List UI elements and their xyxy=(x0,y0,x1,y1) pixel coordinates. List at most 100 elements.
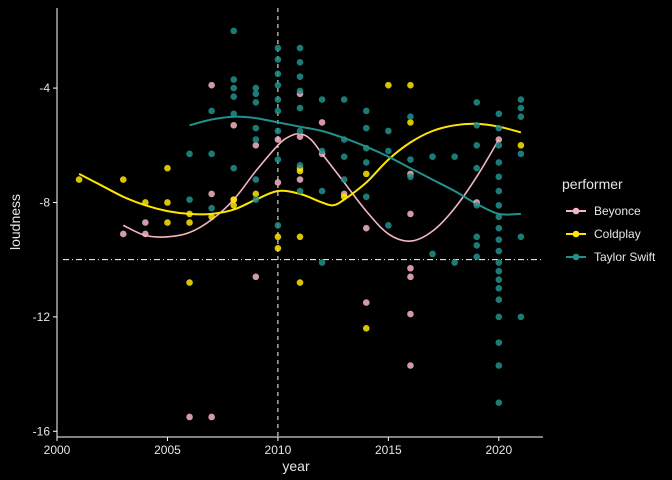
point-beyonce xyxy=(208,413,215,421)
point-coldplay xyxy=(362,325,370,332)
point-taylor-swift xyxy=(495,267,503,275)
point-taylor-swift xyxy=(230,110,238,118)
point-taylor-swift xyxy=(296,87,304,95)
point-taylor-swift xyxy=(517,150,525,158)
point-beyonce xyxy=(407,273,414,281)
point-coldplay xyxy=(517,141,525,149)
point-beyonce xyxy=(208,81,215,89)
point-beyonce xyxy=(252,141,260,149)
point-coldplay xyxy=(296,233,304,241)
point-taylor-swift xyxy=(318,96,326,103)
point-taylor-swift xyxy=(274,70,282,78)
point-taylor-swift xyxy=(230,84,238,92)
x-tick-label: 2010 xyxy=(265,443,292,457)
legend: performer Beyonce Coldplay Taylor Swift xyxy=(562,176,656,264)
point-beyonce xyxy=(362,299,370,306)
point-beyonce xyxy=(119,230,127,238)
point-taylor-swift xyxy=(495,276,503,284)
legend-label-beyonce: Beyonce xyxy=(594,204,641,218)
point-taylor-swift xyxy=(362,159,370,166)
point-taylor-swift xyxy=(318,259,326,266)
point-taylor-swift xyxy=(340,153,348,161)
point-taylor-swift xyxy=(340,96,348,103)
point-taylor-swift xyxy=(495,159,503,166)
point-taylor-swift xyxy=(473,141,481,149)
point-coldplay xyxy=(164,164,171,172)
point-taylor-swift xyxy=(296,104,304,112)
point-coldplay xyxy=(362,170,370,178)
point-taylor-swift xyxy=(495,141,503,149)
point-beyonce xyxy=(142,230,149,238)
point-taylor-swift xyxy=(451,153,458,161)
x-axis-ticks: 2000 2005 2010 2015 2020 xyxy=(44,437,512,457)
x-axis-title: year xyxy=(282,458,310,474)
point-taylor-swift xyxy=(208,150,215,158)
point-taylor-swift xyxy=(429,250,436,258)
point-coldplay xyxy=(274,233,282,241)
point-taylor-swift xyxy=(495,399,503,406)
point-taylor-swift xyxy=(495,339,503,346)
legend-title: performer xyxy=(562,176,623,192)
trend-line-taylor-swift xyxy=(189,115,521,216)
point-taylor-swift xyxy=(495,202,503,209)
point-beyonce xyxy=(208,190,215,198)
point-taylor-swift xyxy=(230,93,238,100)
point-taylor-swift xyxy=(495,296,503,304)
point-taylor-swift xyxy=(517,104,525,112)
legend-key-dot-coldplay xyxy=(572,230,580,238)
x-tick-label: 2015 xyxy=(375,443,402,457)
point-coldplay xyxy=(142,199,149,206)
point-taylor-swift xyxy=(296,44,304,52)
point-taylor-swift xyxy=(473,121,481,129)
point-taylor-swift xyxy=(318,147,326,155)
point-taylor-swift xyxy=(252,99,260,106)
point-taylor-swift xyxy=(495,362,503,369)
point-taylor-swift xyxy=(274,81,282,89)
point-beyonce xyxy=(186,413,193,421)
point-coldplay xyxy=(230,202,238,209)
legend-key-dot-beyonce xyxy=(572,207,580,215)
data-points xyxy=(75,27,525,421)
point-taylor-swift xyxy=(473,253,481,261)
trend-line-beyonce xyxy=(122,132,500,242)
legend-key-dot-taylor-swift xyxy=(572,253,580,261)
point-taylor-swift xyxy=(362,193,370,201)
point-beyonce xyxy=(252,273,260,281)
point-taylor-swift xyxy=(517,113,525,120)
point-coldplay xyxy=(186,210,193,218)
trend-lines xyxy=(78,115,522,242)
point-taylor-swift xyxy=(495,187,503,195)
point-taylor-swift xyxy=(318,187,326,195)
point-taylor-swift xyxy=(274,156,282,163)
point-coldplay xyxy=(119,176,127,183)
point-taylor-swift xyxy=(407,173,414,181)
point-beyonce xyxy=(296,176,304,183)
y-tick-label: -12 xyxy=(33,310,51,324)
point-coldplay xyxy=(274,244,282,252)
point-taylor-swift xyxy=(517,313,525,321)
point-coldplay xyxy=(164,199,171,206)
trend-line-coldplay xyxy=(78,122,522,216)
point-taylor-swift xyxy=(362,124,370,132)
y-axis-title: loudness xyxy=(7,194,23,250)
point-coldplay xyxy=(230,196,238,203)
point-taylor-swift xyxy=(495,284,503,292)
point-taylor-swift xyxy=(495,236,503,243)
point-coldplay xyxy=(407,119,414,126)
point-taylor-swift xyxy=(274,96,282,103)
point-taylor-swift xyxy=(385,147,392,155)
point-taylor-swift xyxy=(274,107,282,115)
point-taylor-swift xyxy=(451,259,458,266)
point-taylor-swift xyxy=(385,127,392,135)
point-coldplay xyxy=(164,219,171,226)
point-taylor-swift xyxy=(385,222,392,229)
point-beyonce xyxy=(407,264,414,272)
point-taylor-swift xyxy=(274,222,282,229)
point-coldplay xyxy=(296,279,304,286)
point-taylor-swift xyxy=(274,56,282,63)
point-beyonce xyxy=(296,133,304,140)
point-taylor-swift xyxy=(252,90,260,98)
point-coldplay xyxy=(75,176,83,183)
point-taylor-swift xyxy=(252,124,260,132)
